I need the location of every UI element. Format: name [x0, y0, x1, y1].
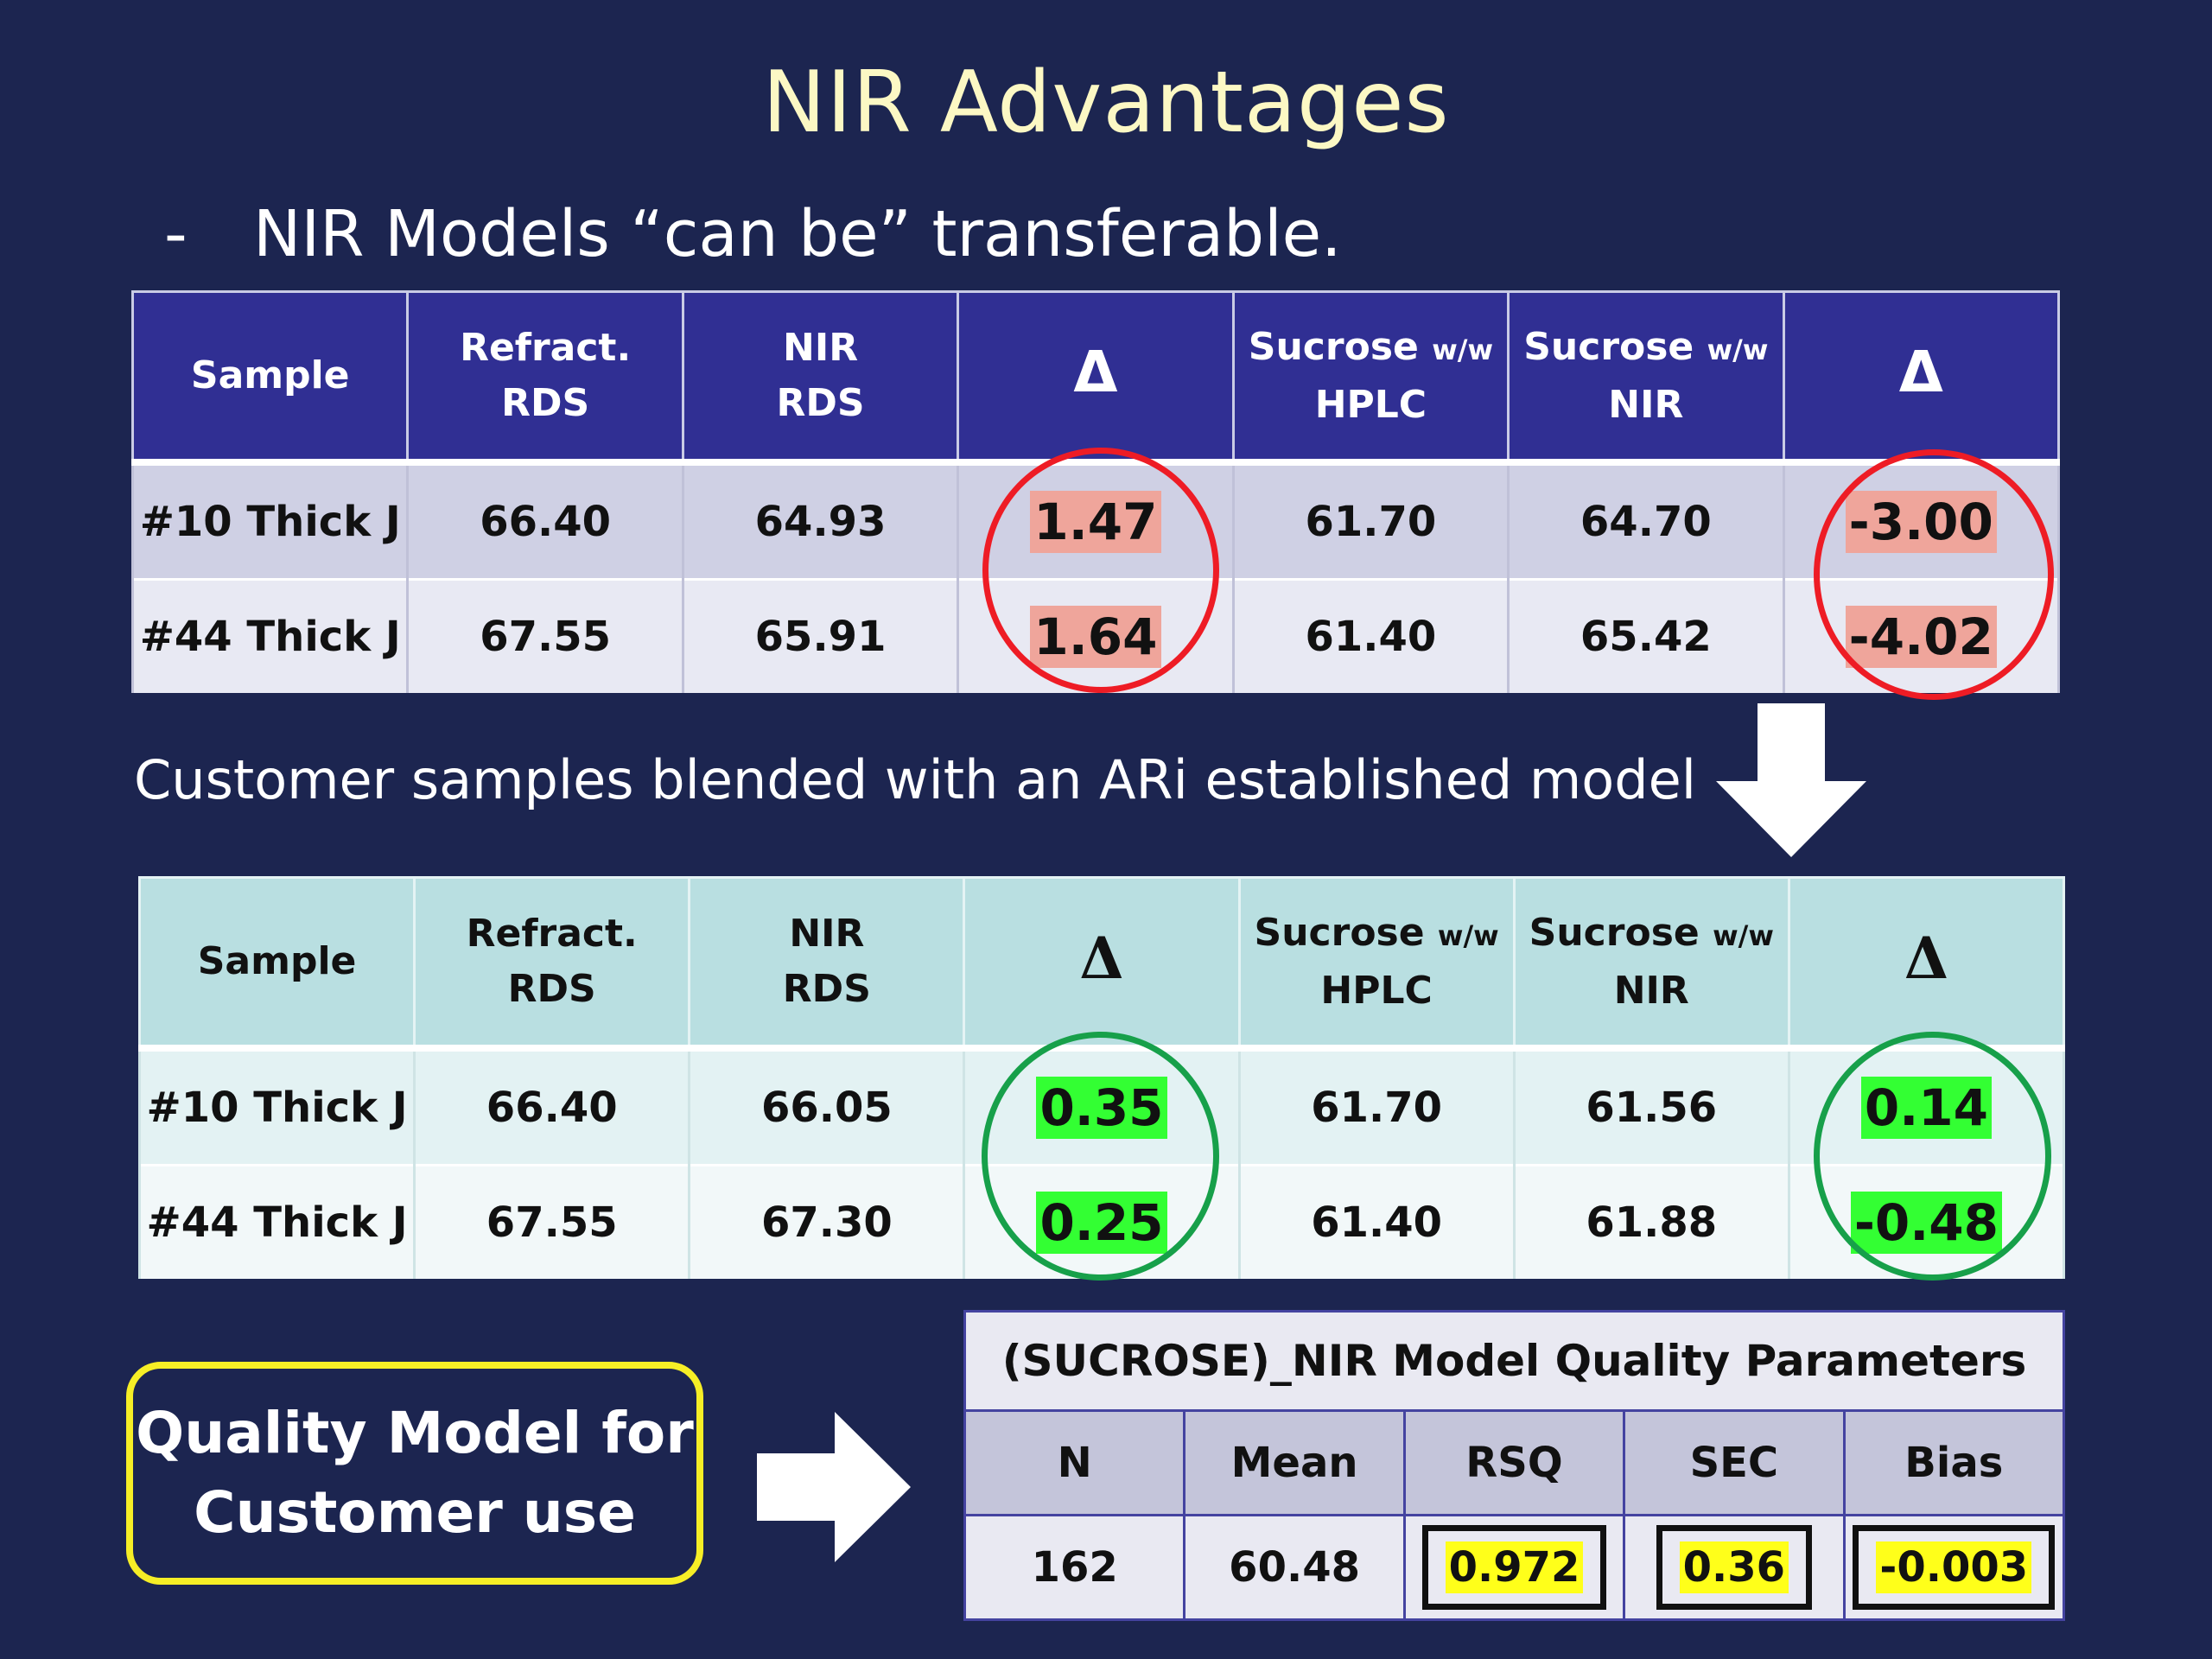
- cell-nir: 64.70: [1507, 459, 1785, 580]
- quality-model-callout: Quality Model for Customer use: [126, 1362, 703, 1585]
- green-circle-annotation: [1814, 1032, 2051, 1281]
- rsq-box: 0.972: [1421, 1525, 1607, 1610]
- header-label: Refract.: [466, 912, 638, 956]
- cell-refract: 67.55: [406, 578, 684, 693]
- header-label: RDS: [782, 967, 871, 1011]
- col-header-rsq: RSQ: [1402, 1409, 1626, 1516]
- col-header-delta-rds: Δ: [963, 876, 1241, 1050]
- cell-sample: #10 Thick J: [130, 459, 410, 580]
- header-label: RDS: [507, 967, 596, 1011]
- col-header-mean: Mean: [1183, 1409, 1406, 1516]
- cell-nir-rds: 64.93: [681, 459, 960, 580]
- cell-refract: 66.40: [413, 1045, 691, 1166]
- cell-sec: 0.36: [1623, 1514, 1846, 1621]
- callout-line: Quality Model for: [136, 1400, 694, 1466]
- cell-bias: -0.003: [1842, 1514, 2066, 1621]
- down-arrow-icon: [1716, 703, 1866, 857]
- cell-hplc: 61.70: [1231, 459, 1510, 580]
- col-header-nir-rds: NIR RDS: [681, 290, 960, 464]
- bullet-dash: -: [164, 197, 188, 271]
- cell-nir: 61.88: [1512, 1164, 1790, 1279]
- header-label: NIR: [1613, 968, 1689, 1013]
- col-header-delta-rds: Δ: [957, 290, 1235, 464]
- header-label: RDS: [776, 381, 865, 425]
- col-header-sucrose-hplc: Sucrose w/w HPLC: [1237, 876, 1516, 1050]
- delta-symbol: Δ: [1898, 339, 1943, 405]
- header-label: HPLC: [1314, 382, 1427, 427]
- cell-sample: #10 Thick J: [137, 1045, 416, 1166]
- col-header-sucrose-hplc: Sucrose w/w HPLC: [1231, 290, 1510, 464]
- sec-value: 0.36: [1679, 1541, 1789, 1593]
- cell-sample: #44 Thick J: [137, 1164, 416, 1279]
- green-circle-annotation: [982, 1032, 1219, 1281]
- cell-refract: 67.55: [413, 1164, 691, 1279]
- header-unit: w/w: [1713, 918, 1774, 952]
- section-subtitle: Customer samples blended with an ARi est…: [134, 748, 1696, 811]
- header-label: Sucrose: [1248, 324, 1419, 369]
- delta-symbol: Δ: [1904, 924, 1949, 992]
- header-label: RDS: [501, 381, 590, 425]
- header-label: NIR: [789, 912, 865, 956]
- col-header-sec: SEC: [1623, 1409, 1846, 1516]
- header-label: NIR: [1608, 382, 1684, 427]
- col-header-refract-rds: Refract. RDS: [406, 290, 684, 464]
- cell-rsq: 0.972: [1402, 1514, 1626, 1621]
- table-row: 162 60.48 0.972 0.36 -0.003: [963, 1514, 2066, 1621]
- callout-line: Customer use: [194, 1479, 636, 1546]
- rsq-value: 0.972: [1445, 1541, 1584, 1593]
- delta-symbol: Δ: [1079, 924, 1124, 992]
- cell-hplc: 61.70: [1237, 1045, 1516, 1166]
- delta-symbol: Δ: [1073, 339, 1118, 405]
- red-circle-annotation: [1814, 449, 2054, 700]
- slide-title: NIR Advantages: [762, 54, 1450, 152]
- cell-hplc: 61.40: [1237, 1164, 1516, 1279]
- col-header-delta-sucrose: Δ: [1782, 290, 2061, 464]
- model-quality-title: (SUCROSE)_NIR Model Quality Parameters: [963, 1310, 2065, 1412]
- cell-hplc: 61.40: [1231, 578, 1510, 693]
- col-header-sucrose-nir: Sucrose w/w NIR: [1512, 876, 1790, 1050]
- bullet-point: - NIR Models “can be” transferable.: [164, 197, 1342, 271]
- cell-mean: 60.48: [1183, 1514, 1406, 1621]
- cell-nir-rds: 67.30: [688, 1164, 966, 1279]
- cell-sample: #44 Thick J: [130, 578, 410, 693]
- header-label: NIR: [783, 326, 859, 370]
- bullet-text: NIR Models “can be” transferable.: [253, 197, 1342, 271]
- col-header-bias: Bias: [1842, 1409, 2066, 1516]
- cell-nir: 61.56: [1512, 1045, 1790, 1166]
- cell-n: 162: [963, 1514, 1186, 1621]
- col-header-nir-rds: NIR RDS: [688, 876, 966, 1050]
- cell-refract: 66.40: [406, 459, 684, 580]
- header-label: Sample: [190, 353, 350, 397]
- cell-nir: 65.42: [1507, 578, 1785, 693]
- right-arrow-icon: [757, 1412, 911, 1562]
- col-header-n: N: [963, 1409, 1186, 1516]
- header-label: Sucrose: [1254, 910, 1425, 955]
- header-label: Sample: [197, 939, 357, 983]
- bias-box: -0.003: [1853, 1525, 2056, 1610]
- red-circle-annotation: [982, 448, 1219, 693]
- col-header-sample: Sample: [137, 876, 416, 1050]
- header-unit: w/w: [1437, 918, 1499, 952]
- sec-box: 0.36: [1656, 1525, 1813, 1610]
- model-quality-table: (SUCROSE)_NIR Model Quality Parameters N…: [963, 1310, 2066, 1621]
- header-unit: w/w: [1707, 333, 1769, 366]
- cell-nir-rds: 65.91: [681, 578, 960, 693]
- col-header-refract-rds: Refract. RDS: [413, 876, 691, 1050]
- col-header-delta-sucrose: Δ: [1787, 876, 2066, 1050]
- header-label: HPLC: [1320, 968, 1433, 1013]
- header-label: Sucrose: [1529, 910, 1700, 955]
- col-header-sample: Sample: [130, 290, 410, 464]
- header-unit: w/w: [1432, 333, 1493, 366]
- header-label: Refract.: [460, 326, 632, 370]
- header-label: Sucrose: [1523, 324, 1694, 369]
- col-header-sucrose-nir: Sucrose w/w NIR: [1507, 290, 1785, 464]
- bias-value: -0.003: [1876, 1541, 2032, 1593]
- cell-nir-rds: 66.05: [688, 1045, 966, 1166]
